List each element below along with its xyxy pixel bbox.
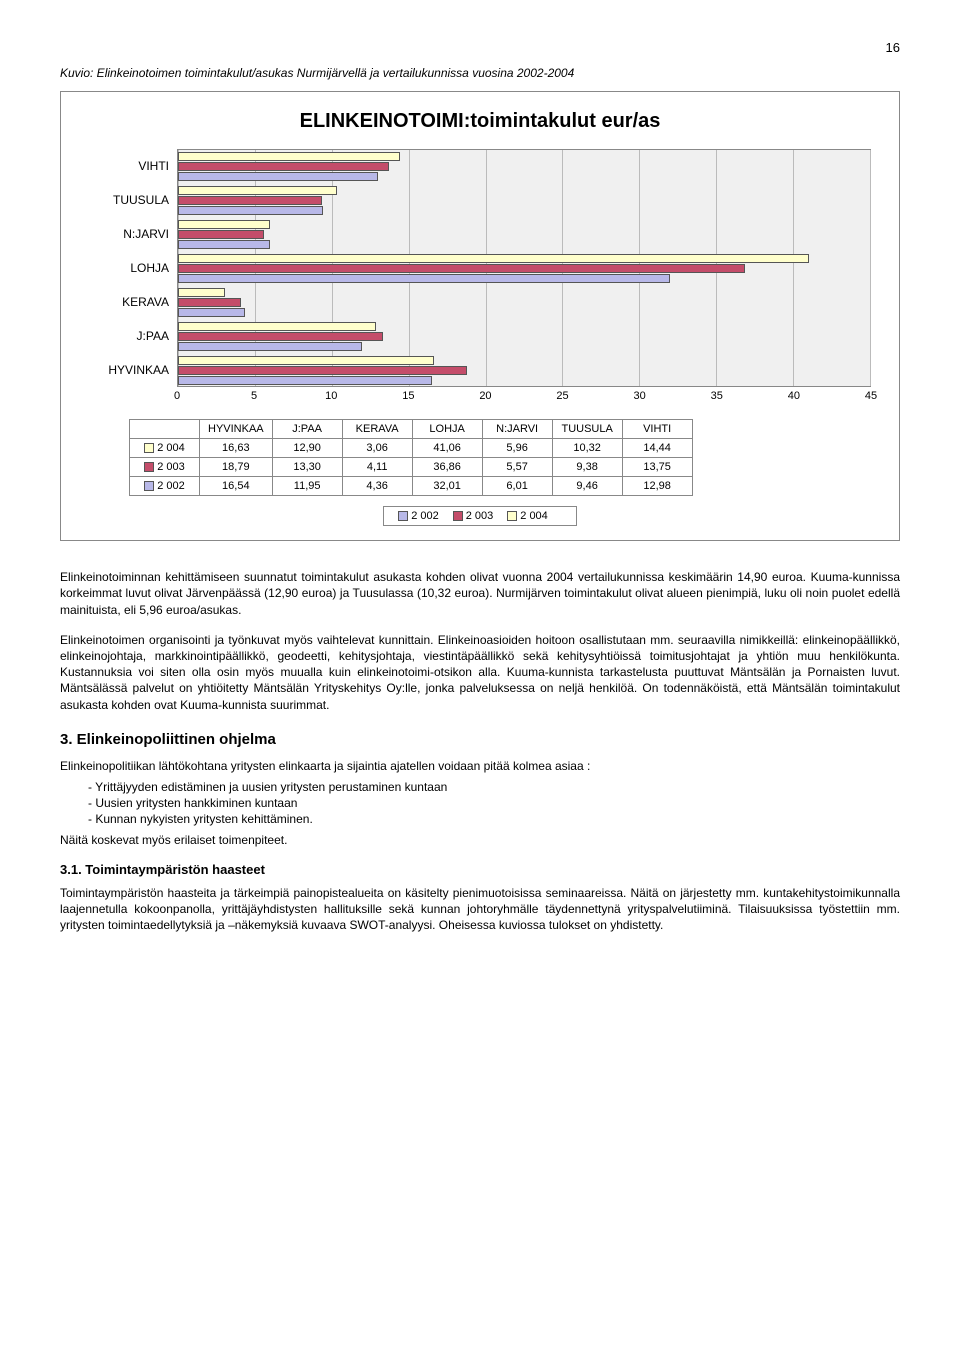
chart-bar	[178, 162, 389, 171]
chart-category-label: HYVINKAA	[89, 353, 169, 387]
table-cell: 4,11	[342, 458, 412, 477]
chart-bar	[178, 240, 270, 249]
section-3-intro: Elinkeinopolitiikan lähtökohtana yrityst…	[60, 758, 900, 774]
chart-bar	[178, 196, 322, 205]
table-cell: 5,57	[482, 458, 552, 477]
table-cell: 13,30	[272, 458, 342, 477]
table-cell: 3,06	[342, 439, 412, 458]
section-3-heading: 3. Elinkeinopoliittinen ohjelma	[60, 731, 900, 748]
chart-bar	[178, 264, 745, 273]
chart-category-label: LOHJA	[89, 251, 169, 285]
table-col-header: N:JARVI	[482, 420, 552, 439]
chart-legend: 2 0022 0032 004	[383, 506, 577, 526]
table-row-header: 2 004	[130, 439, 200, 458]
chart-plot-area	[177, 149, 871, 387]
table-col-header: LOHJA	[412, 420, 482, 439]
chart-bar	[178, 206, 323, 215]
chart-y-labels: VIHTITUUSULAN:JARVILOHJAKERAVAJ:PAAHYVIN…	[89, 149, 177, 387]
chart-title: ELINKEINOTOIMI:toimintakulut eur/as	[89, 110, 871, 133]
paragraph-2: Elinkeinotoimen organisointi ja työnkuva…	[60, 632, 900, 713]
table-cell: 14,44	[622, 439, 692, 458]
chart-bar	[178, 376, 432, 385]
chart-category-label: J:PAA	[89, 319, 169, 353]
chart-bar	[178, 186, 337, 195]
chart-container: ELINKEINOTOIMI:toimintakulut eur/as VIHT…	[60, 91, 900, 541]
table-cell: 9,38	[552, 458, 622, 477]
table-cell: 16,54	[200, 477, 273, 496]
chart-bar	[178, 152, 400, 161]
table-cell: 10,32	[552, 439, 622, 458]
chart-bar	[178, 230, 264, 239]
chart-bar	[178, 172, 378, 181]
chart-category-label: VIHTI	[89, 149, 169, 183]
chart-bar	[178, 220, 270, 229]
table-cell: 12,98	[622, 477, 692, 496]
table-col-header: J:PAA	[272, 420, 342, 439]
table-cell: 12,90	[272, 439, 342, 458]
page-number: 16	[60, 40, 900, 55]
chart-bar	[178, 366, 467, 375]
table-row-header: 2 002	[130, 477, 200, 496]
table-col-header: TUUSULA	[552, 420, 622, 439]
table-cell: 18,79	[200, 458, 273, 477]
table-cell: 11,95	[272, 477, 342, 496]
table-cell: 36,86	[412, 458, 482, 477]
chart-bar	[178, 308, 245, 317]
table-cell: 5,96	[482, 439, 552, 458]
table-col-header: HYVINKAA	[200, 420, 273, 439]
chart-category-label: KERAVA	[89, 285, 169, 319]
chart-data-table: HYVINKAAJ:PAAKERAVALOHJAN:JARVITUUSULAVI…	[129, 419, 693, 496]
chart-bar	[178, 356, 434, 365]
chart-bar	[178, 298, 241, 307]
section-3-1-paragraph: Toimintaympäristön haasteita ja tärkeimp…	[60, 885, 900, 934]
table-col-header: VIHTI	[622, 420, 692, 439]
table-cell: 4,36	[342, 477, 412, 496]
table-cell: 32,01	[412, 477, 482, 496]
bullet-item: - Kunnan nykyisten yritysten kehittämine…	[88, 812, 900, 826]
chart-category-label: TUUSULA	[89, 183, 169, 217]
paragraph-1: Elinkeinotoiminnan kehittämiseen suunnat…	[60, 569, 900, 618]
chart-x-labels: 051015202530354045	[177, 387, 871, 403]
figure-caption: Kuvio: Elinkeinotoimen toimintakulut/asu…	[60, 65, 900, 81]
table-row-header: 2 003	[130, 458, 200, 477]
table-cell: 41,06	[412, 439, 482, 458]
chart-bar	[178, 322, 376, 331]
chart-bar	[178, 288, 225, 297]
table-cell: 16,63	[200, 439, 273, 458]
section-3-outro: Näitä koskevat myös erilaiset toimenpite…	[60, 832, 900, 848]
table-col-header: KERAVA	[342, 420, 412, 439]
bullet-item: - Uusien yritysten hankkiminen kuntaan	[88, 796, 900, 810]
chart-bar	[178, 342, 362, 351]
chart-bar	[178, 274, 670, 283]
section-3-1-heading: 3.1. Toimintaympäristön haasteet	[60, 862, 900, 877]
table-cell: 9,46	[552, 477, 622, 496]
chart-category-label: N:JARVI	[89, 217, 169, 251]
bullet-item: - Yrittäjyyden edistäminen ja uusien yri…	[88, 780, 900, 794]
section-3-bullets: - Yrittäjyyden edistäminen ja uusien yri…	[88, 780, 900, 826]
table-cell: 6,01	[482, 477, 552, 496]
chart-bar	[178, 332, 383, 341]
table-cell: 13,75	[622, 458, 692, 477]
chart-bar	[178, 254, 809, 263]
